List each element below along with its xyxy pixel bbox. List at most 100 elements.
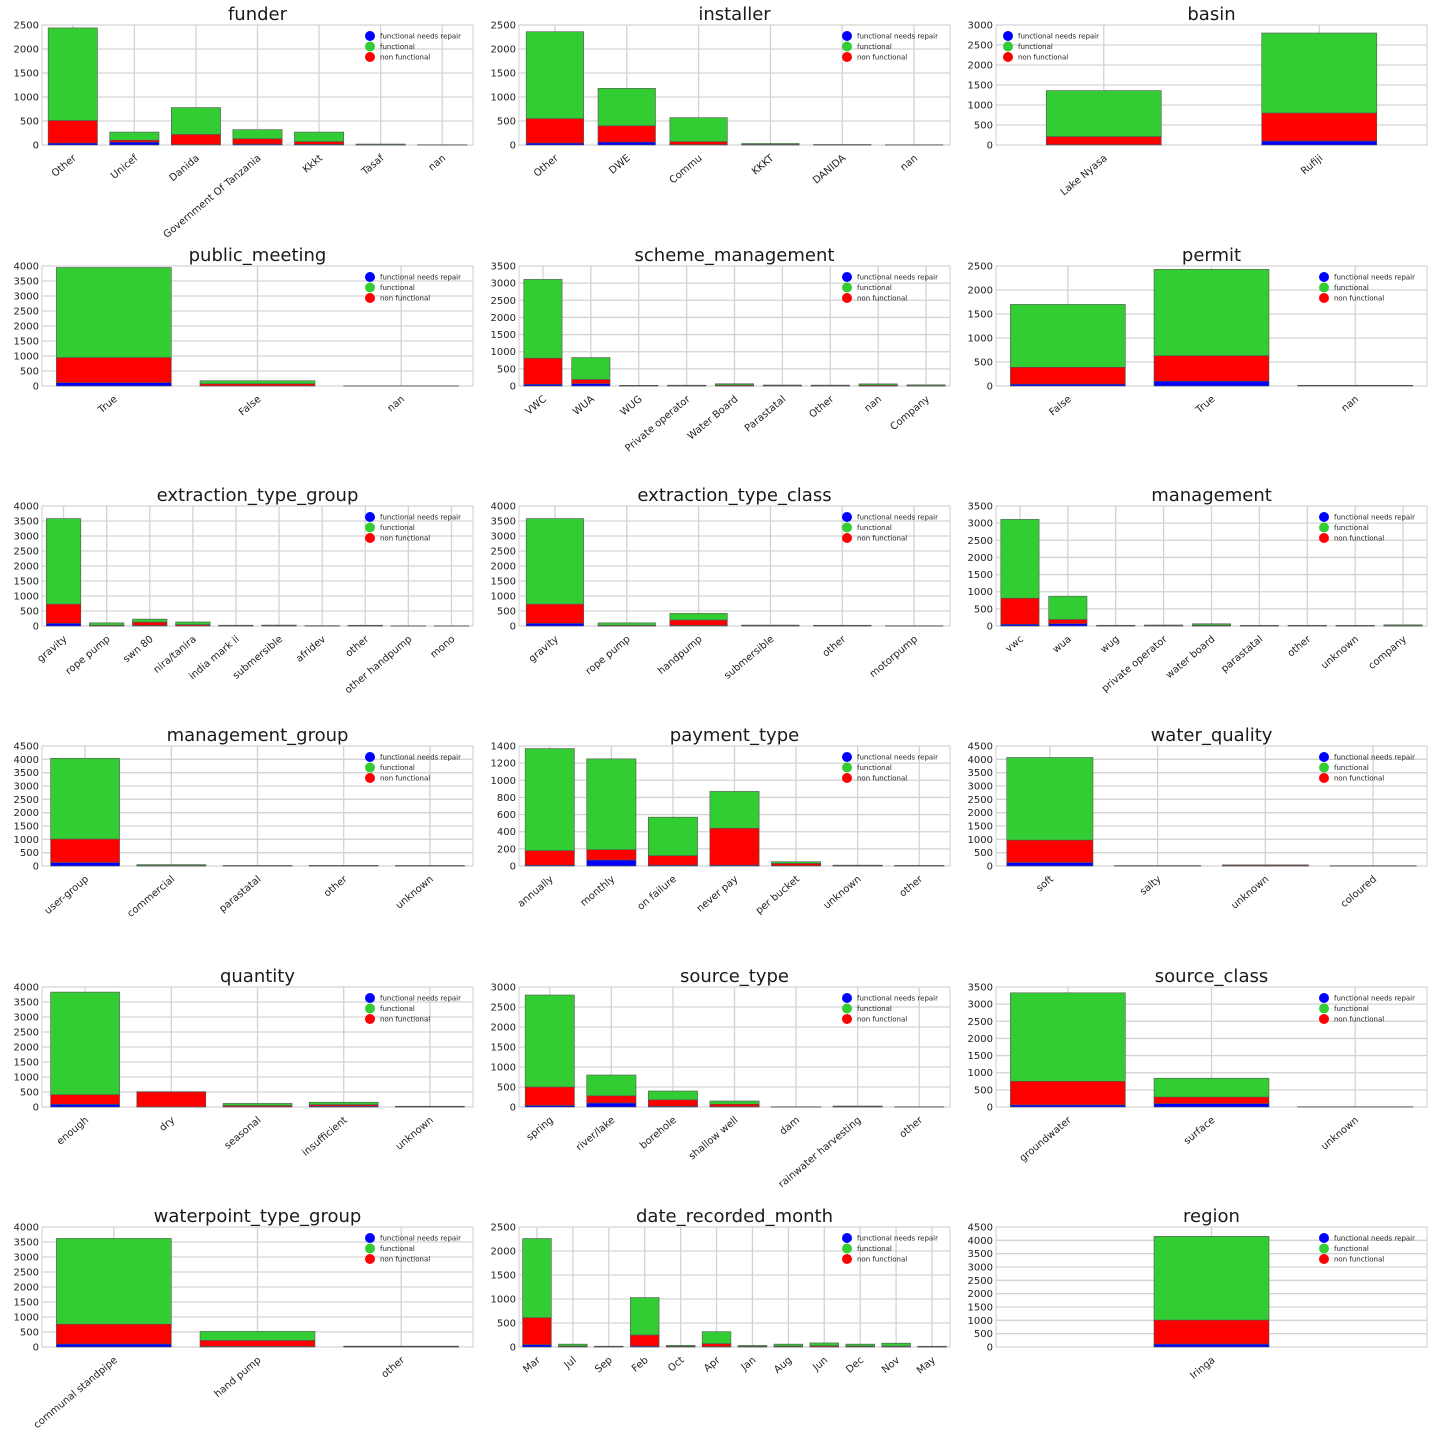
y-tick-label: 2000: [968, 1289, 993, 1300]
y-tick-label: 1500: [968, 822, 993, 833]
bar-rufiji-non-functional: [1261, 112, 1378, 142]
x-tick-label: unknown: [394, 874, 436, 912]
legend-marker-functional: [365, 522, 375, 533]
bar-nov-functional: [881, 1342, 911, 1347]
bar-private-operator-functional: [1144, 624, 1184, 626]
legend-label: functional: [857, 284, 892, 292]
legend-marker-non-functional: [842, 533, 852, 543]
bar-enough-non-functional: [50, 1094, 120, 1105]
x-tick-label: VWC: [524, 394, 549, 418]
x-tick-label: user-group: [43, 874, 91, 917]
bar-spring-functional: [524, 994, 575, 1088]
y-tick-label: 1000: [491, 592, 516, 603]
x-tick-label: Parastatal: [743, 394, 788, 435]
legend-label: functional: [1334, 524, 1369, 532]
chart-title: quantity: [220, 966, 295, 987]
bar-river-lake-functional: [586, 1074, 637, 1097]
y-tick-label: 2000: [491, 45, 516, 56]
bar-kkkt-functional: [294, 131, 345, 142]
x-tick-label: unknown: [1229, 874, 1271, 912]
y-tick-label: 0: [987, 622, 993, 633]
bar-groundwater-non-functional: [1010, 1080, 1126, 1106]
y-tick-label: 2500: [491, 547, 516, 558]
legend-marker-functional: [842, 282, 852, 293]
bar-soft-functional-needs-repair: [1006, 862, 1094, 867]
y-tick-label: 2000: [968, 286, 993, 297]
chart-title: date_recorded_month: [636, 1206, 833, 1227]
y-tick-label: 800: [497, 793, 516, 804]
legend-marker-functional-needs-repair: [1319, 993, 1329, 1003]
bar-annually-functional: [524, 748, 575, 851]
legend-label: functional: [380, 284, 415, 292]
y-tick-label: 4000: [14, 1223, 39, 1234]
y-tick-label: 3000: [14, 782, 39, 793]
x-tick-label: annually: [516, 874, 556, 910]
y-tick-label: 1000: [968, 587, 993, 598]
chart-title: funder: [228, 4, 288, 25]
bar-seasonal-functional: [222, 1103, 293, 1106]
bar-false-non-functional: [199, 383, 316, 387]
y-tick-label: 0: [987, 862, 993, 873]
bar-on-failure-functional: [647, 816, 698, 857]
x-tick-label: False: [1047, 394, 1073, 419]
bar-vwc-functional: [523, 279, 563, 359]
legend-marker-functional-needs-repair: [365, 31, 375, 41]
subplot-public-meeting: 0 500 1000 1500 2000 2500 3000 3500 4000 True Fals…: [14, 245, 474, 418]
x-tick-label: other: [898, 1114, 926, 1140]
bar-company-functional: [906, 384, 946, 386]
bar-surface-functional: [1153, 1077, 1270, 1098]
x-tick-label: May: [915, 1355, 938, 1377]
bar-kkkt-functional: [741, 143, 800, 145]
x-tick-label: Other: [50, 152, 80, 179]
x-tick-label: seasonal: [223, 1115, 264, 1152]
bar-aug-functional: [773, 1343, 804, 1347]
y-tick-label: 4000: [14, 502, 39, 513]
x-tick-label: soft: [1034, 874, 1055, 894]
legend-label: non functional: [857, 295, 907, 303]
bar-dwe-functional-needs-repair: [597, 141, 656, 146]
y-tick-label: 4500: [968, 1223, 993, 1234]
y-tick-label: 1500: [968, 570, 993, 581]
x-tick-label: vwc: [1004, 634, 1026, 655]
bar-enough-functional: [50, 991, 120, 1095]
legend-label: functional: [857, 43, 892, 51]
y-tick-label: 1000: [491, 347, 516, 358]
x-tick-label: water board: [1164, 634, 1217, 681]
y-tick-label: 1000: [14, 1313, 39, 1324]
x-tick-label: other: [1286, 633, 1314, 659]
bar-dwe-functional: [597, 88, 656, 127]
bar-borehole-functional: [647, 1090, 698, 1101]
y-tick-label: 0: [33, 382, 39, 393]
legend-marker-functional-needs-repair: [1319, 272, 1329, 282]
legend-marker-functional-needs-repair: [365, 752, 375, 762]
x-tick-label: Oct: [666, 1355, 686, 1375]
y-tick-label: 1500: [968, 81, 993, 92]
bar-monthly-non-functional: [586, 849, 637, 861]
y-tick-label: 2500: [491, 296, 516, 307]
bar-handpump-functional: [669, 613, 728, 621]
y-tick-label: 0: [510, 382, 516, 393]
legend-marker-non-functional: [842, 1254, 852, 1264]
y-tick-label: 0: [510, 622, 516, 633]
bar-user-group-functional-needs-repair: [50, 862, 120, 867]
bar-swn-80-non-functional: [132, 621, 168, 626]
y-tick-label: 2000: [491, 1247, 516, 1258]
bar-enough-functional-needs-repair: [50, 1104, 120, 1108]
bar-other-non-functional: [47, 120, 98, 144]
bar-swn-80-functional: [132, 618, 168, 623]
bar-never-pay-non-functional: [709, 827, 760, 866]
y-tick-label: 2000: [968, 1034, 993, 1045]
bar-user-group-functional: [50, 757, 120, 840]
legend-label: non functional: [380, 1256, 430, 1264]
x-tick-label: wua: [1051, 634, 1074, 656]
bar-gravity-functional-needs-repair: [46, 622, 82, 627]
x-tick-label: other: [380, 1354, 408, 1380]
chart-title: payment_type: [670, 725, 799, 746]
y-tick-label: 500: [497, 607, 516, 618]
x-tick-label: nan: [863, 394, 884, 415]
bar-commu-non-functional: [669, 141, 728, 145]
legend-marker-functional-needs-repair: [365, 993, 375, 1003]
x-tick-label: river/lake: [574, 1115, 617, 1154]
x-tick-label: WUG: [618, 394, 644, 418]
